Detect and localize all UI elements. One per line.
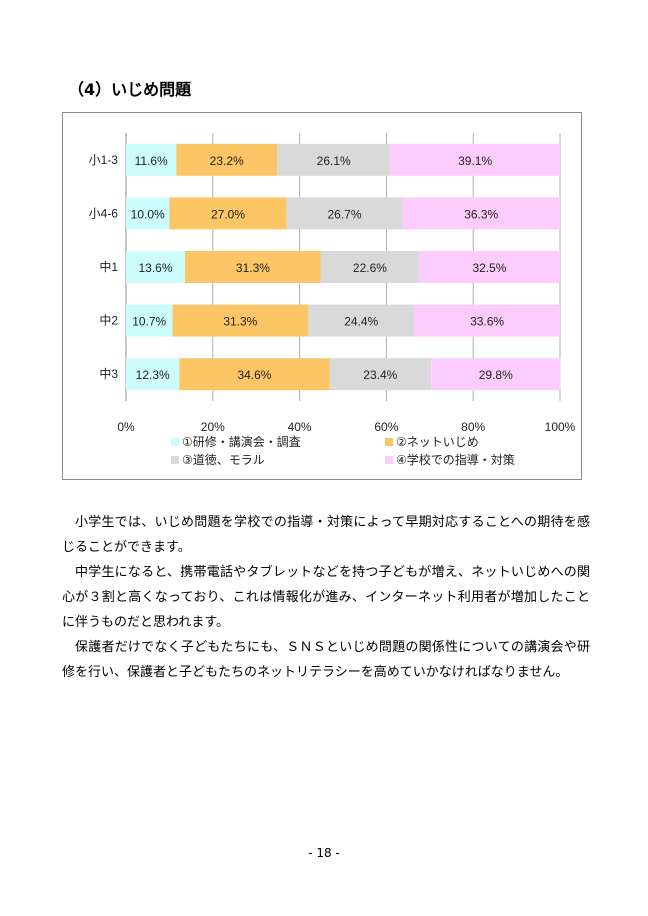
paragraph-2: 中学生になると、携帯電話やタブレットなどを持つ子どもが増え、ネットいじめへの関心…: [62, 565, 590, 630]
legend-label: ①研修・講演会・調査: [182, 434, 301, 449]
bar-segment: [126, 358, 180, 391]
bar-segment: [390, 143, 560, 176]
bar-segment: [431, 358, 561, 391]
stacked-bar-chart: 0% 20% 40% 60% 80% 100% 小1-3 11.6% 23.2% 26.1% 39.…: [89, 133, 576, 467]
legend-label: ②ネットいじめ: [396, 435, 479, 449]
data-label: 23.4%: [363, 368, 397, 382]
bar-segment: [414, 304, 560, 337]
body-text: 小学生では、いじめ問題を学校での指導・対策によって早期対応することへの期待を感じ…: [62, 510, 590, 685]
bar-segment: [185, 251, 321, 283]
data-label: 22.6%: [353, 261, 387, 275]
data-label: 31.3%: [223, 315, 257, 329]
category-label: 中1: [99, 259, 118, 274]
legend-label: ③道徳、モラル: [182, 452, 265, 467]
x-tick-label: 20%: [201, 420, 225, 434]
bar-segment: [418, 251, 560, 283]
data-label: 33.6%: [470, 315, 504, 329]
bar-segment: [169, 197, 287, 230]
category-label: 中2: [99, 313, 118, 328]
bar-segment: [126, 143, 177, 176]
bar-segment: [320, 251, 419, 283]
data-label: 26.1%: [317, 154, 351, 168]
x-tick-label: 100%: [545, 420, 576, 434]
data-label: 29.8%: [479, 368, 513, 382]
legend-label: ④学校での指導・対策: [396, 452, 515, 467]
data-label: 11.6%: [135, 154, 168, 168]
legend-swatch: [385, 456, 393, 464]
x-tick-label: 60%: [374, 420, 398, 434]
category-label: 小1-3: [89, 153, 119, 167]
bar-segment: [329, 358, 432, 391]
data-label: 32.5%: [472, 261, 506, 275]
bar-segment: [126, 304, 173, 337]
data-label: 10.0%: [131, 207, 165, 221]
bar-segment: [172, 304, 309, 337]
data-label: 23.2%: [210, 154, 244, 168]
x-tick-label: 0%: [117, 420, 135, 434]
bar-segment: [126, 197, 170, 230]
data-label: 12.3%: [136, 368, 170, 382]
chart-frame: 0% 20% 40% 60% 80% 100% 小1-3 11.6% 23.2% 26.1% 39.…: [62, 112, 582, 480]
x-tick-label: 40%: [288, 420, 312, 434]
page-number: - 18 -: [308, 846, 340, 860]
bar-segment: [308, 304, 415, 337]
data-label: 24.4%: [344, 315, 378, 329]
data-label: 26.7%: [328, 207, 362, 221]
bar-segment: [277, 143, 391, 176]
legend-swatch: [385, 438, 393, 446]
legend-swatch: [171, 438, 179, 446]
x-tick-label: 80%: [461, 420, 485, 434]
data-label: 27.0%: [211, 207, 245, 221]
bar-segment: [179, 358, 330, 391]
bar-segment: [126, 251, 186, 283]
legend-swatch: [171, 456, 179, 464]
paragraph-3: 保護者だけでなく子どもたちにも、ＳＮＳといじめ問題の関係性についての講演会や研修…: [62, 640, 590, 680]
category-label: 中3: [99, 366, 118, 381]
data-label: 13.6%: [138, 261, 172, 275]
bar-segment: [402, 197, 560, 230]
section-heading: （4）いじめ問題: [68, 80, 192, 99]
paragraph-1: 小学生では、いじめ問題を学校での指導・対策によって早期対応することへの期待を感じ…: [62, 515, 590, 555]
bar-segment: [176, 143, 278, 176]
data-label: 36.3%: [464, 207, 498, 221]
data-label: 31.3%: [236, 261, 270, 275]
bar-segment: [286, 197, 403, 230]
data-label: 10.7%: [132, 315, 166, 329]
data-label: 34.6%: [237, 368, 271, 382]
category-label: 小4-6: [89, 206, 119, 220]
data-label: 39.1%: [458, 154, 492, 168]
